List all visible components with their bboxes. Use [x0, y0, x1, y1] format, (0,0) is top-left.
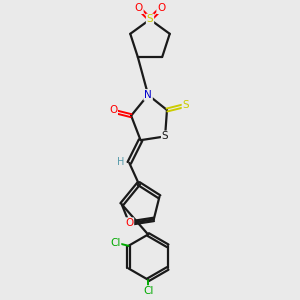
- Text: H: H: [117, 157, 124, 167]
- Text: S: S: [162, 131, 168, 141]
- Text: N: N: [144, 90, 152, 100]
- Text: S: S: [182, 100, 189, 110]
- Text: Cl: Cl: [110, 238, 121, 248]
- Text: Cl: Cl: [143, 286, 153, 296]
- Text: O: O: [109, 105, 117, 116]
- Text: S: S: [147, 14, 153, 25]
- Text: O: O: [125, 218, 134, 228]
- Text: O: O: [157, 3, 165, 13]
- Text: O: O: [135, 3, 143, 13]
